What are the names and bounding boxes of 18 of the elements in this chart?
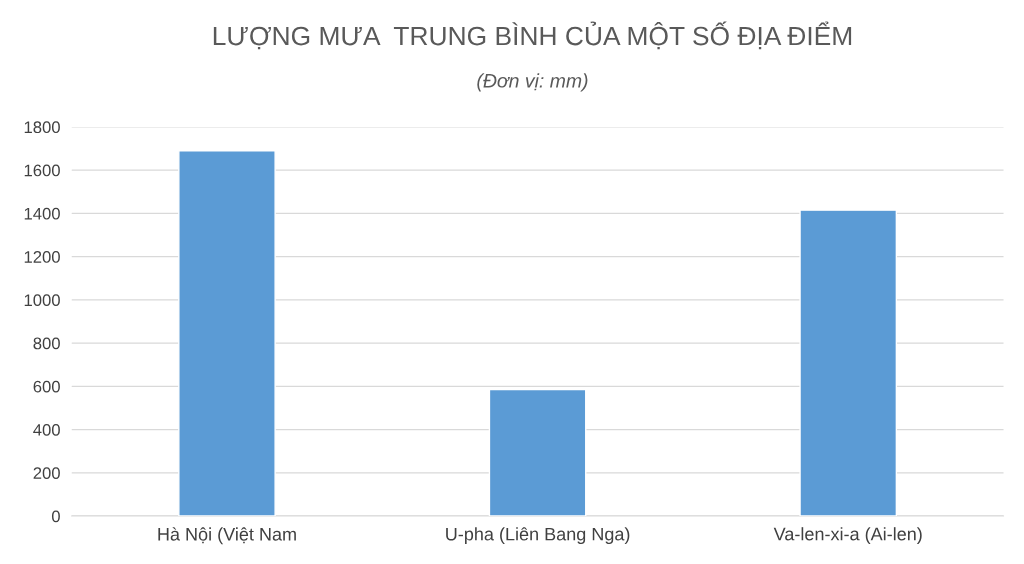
x-tick-label: Va-len-xi-a (Ai-len) <box>773 527 922 544</box>
y-tick-label: 800 <box>33 337 60 350</box>
x-tick-label: U-pha (Liên Bang Nga) <box>446 527 630 545</box>
y-tick-label: 200 <box>33 467 60 480</box>
bar <box>799 209 898 517</box>
y-tick-label: 400 <box>33 423 60 436</box>
y-tick-label: 600 <box>33 380 60 393</box>
bar <box>178 149 276 517</box>
y-tick-label: 0 <box>51 510 60 523</box>
y-tick-label: 1800 <box>24 121 60 134</box>
x-tick-label: Hà Nội (Việt Nam <box>158 527 296 545</box>
y-tick-label: 1400 <box>24 207 60 220</box>
y-tick-label: 1000 <box>24 294 60 307</box>
chart-title: LƯỢNG MƯA TRUNG BÌNH CỦA MỘT SỐ ĐỊA ĐIỂM <box>213 21 852 50</box>
chart-subtitle: (Đơn vị: mm) <box>477 73 588 92</box>
bar <box>488 388 587 517</box>
y-tick-label: 1600 <box>24 164 60 177</box>
y-tick-label: 1200 <box>24 251 60 263</box>
